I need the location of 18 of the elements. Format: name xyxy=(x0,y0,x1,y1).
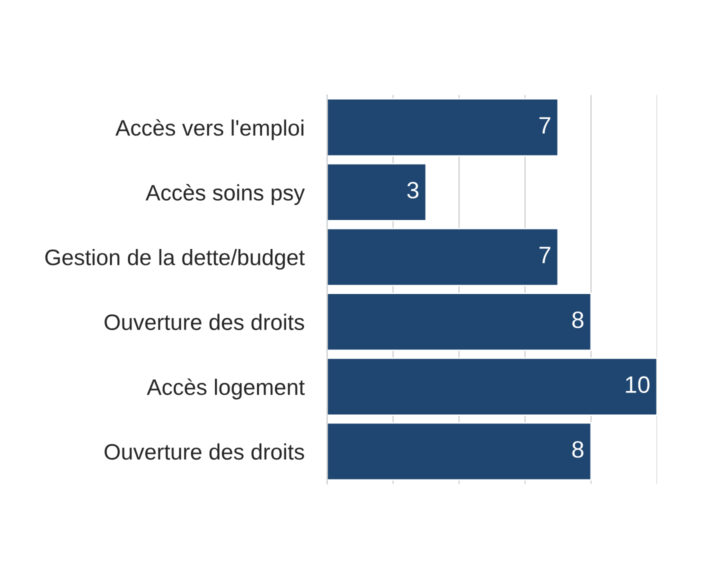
y-tick-label: Accès soins psy xyxy=(146,184,305,205)
y-tick-label: Ouverture des droits xyxy=(104,443,304,460)
y-tick-label: Accès logement xyxy=(146,378,305,400)
data-label: 7 xyxy=(540,117,550,134)
bar xyxy=(327,228,559,286)
bar xyxy=(327,292,592,352)
bar xyxy=(327,162,427,222)
data-label: 7 xyxy=(540,246,550,264)
y-tick-label: Ouverture des droits xyxy=(104,314,304,330)
y-tick-label: Accès vers l'emploi xyxy=(115,119,304,140)
y-tick-label: Gestion de la dette/budget xyxy=(45,248,305,270)
data-label: 3 xyxy=(407,182,418,199)
data-label: 10 xyxy=(626,376,650,393)
data-label: 8 xyxy=(572,311,584,328)
data-label: 8 xyxy=(572,441,584,458)
bar xyxy=(327,98,559,157)
bar xyxy=(327,357,658,416)
bar xyxy=(327,422,592,481)
